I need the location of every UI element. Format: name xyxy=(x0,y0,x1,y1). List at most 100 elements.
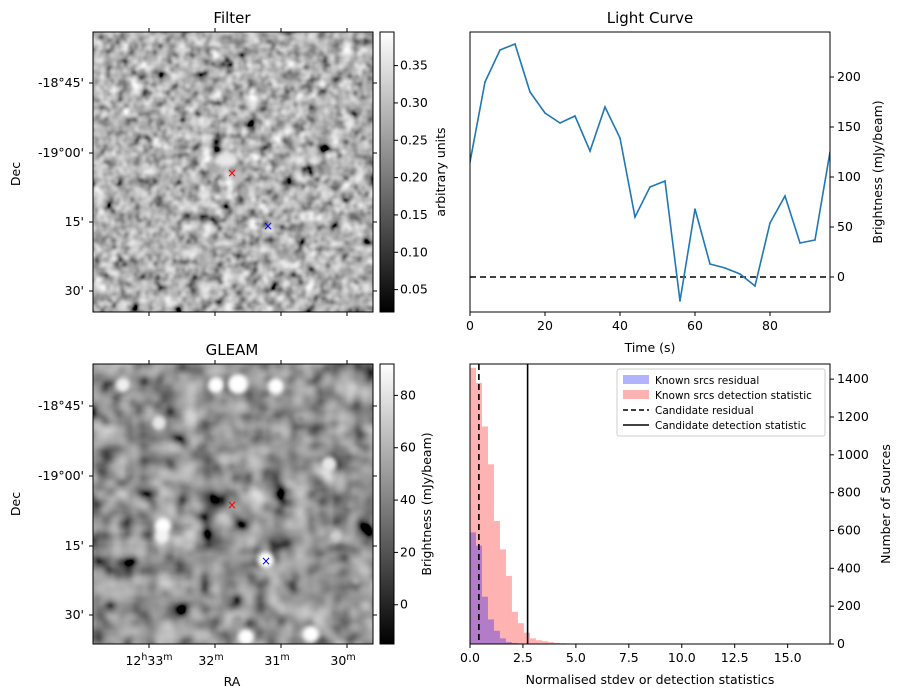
light-curve-point xyxy=(574,115,576,117)
light-curve-point xyxy=(634,216,636,218)
light-curve-point xyxy=(724,267,726,269)
y-tick-label: 400 xyxy=(837,560,861,575)
histogram-bar xyxy=(505,642,512,644)
light-curve-point xyxy=(739,273,741,275)
colorbar-tick-label: 20 xyxy=(400,544,416,559)
known-source-marker: × xyxy=(261,554,271,568)
light-curve-point xyxy=(664,180,666,182)
colorbar-tick-label: 0.25 xyxy=(400,132,428,147)
filter-dec-axis: -18°45' -19°00' 15' 30' Dec xyxy=(8,75,93,298)
histogram-bar xyxy=(547,642,554,644)
light-curve-ylabel: Brightness (mJy/beam) xyxy=(870,100,885,243)
colorbar-tick-label: 0.10 xyxy=(400,244,428,259)
histogram-chart: 0.0 2.5 5.0 7.5 10.0 12.5 15.0 0 200 400 600 800 100… xyxy=(460,363,893,687)
light-curve-point xyxy=(649,186,651,188)
gleam-panel: GLEAM xyxy=(8,341,434,689)
histogram-bar xyxy=(493,521,500,644)
y-tick-label: 200 xyxy=(837,598,861,613)
y-tick-label: 200 xyxy=(837,69,861,84)
y-tick-label: 1000 xyxy=(837,447,869,462)
colorbar-tick-label: 40 xyxy=(400,492,416,507)
filter-panel: Filter × × -18°45' -19°00' 15' 30' Dec xyxy=(8,9,448,316)
y-tick-label: 150 xyxy=(837,119,861,134)
gleam-ra-label: RA xyxy=(224,674,241,689)
gleam-dec-label: Dec xyxy=(8,492,23,516)
dec-tick-label: -19°00' xyxy=(38,468,84,483)
colorbar-tick-label: 0.30 xyxy=(400,95,428,110)
gleam-colorbar: 0 20 40 60 80 Brightness (mJy/beam) xyxy=(379,363,434,645)
candidate-marker: × xyxy=(227,498,237,512)
histogram-bar xyxy=(470,532,476,644)
light-curve-point xyxy=(619,137,621,139)
light-curve-title: Light Curve xyxy=(607,9,693,27)
filter-ra-ticks xyxy=(148,28,377,316)
light-curve-point xyxy=(754,285,756,287)
y-tick-label: 0 xyxy=(837,269,845,284)
filter-colorbar: 0.05 0.10 0.15 0.20 0.25 0.30 0.35 arbitrary u… xyxy=(379,31,448,313)
ra-tick-label: 32m xyxy=(198,652,223,668)
filter-image xyxy=(93,32,373,312)
y-tick-label: 100 xyxy=(837,169,861,184)
colorbar-tick-label: 0.15 xyxy=(400,207,428,222)
colorbar-tick-label: 0.20 xyxy=(400,170,428,185)
light-curve-line xyxy=(470,42,830,302)
x-tick-label: 15.0 xyxy=(774,650,802,665)
gleam-dec-axis: -18°45' -19°00' 15' 30' Dec xyxy=(8,398,93,622)
light-curve-point xyxy=(784,195,786,197)
candidate-marker: × xyxy=(227,166,237,180)
light-curve-point xyxy=(484,81,486,83)
known-source-marker: × xyxy=(263,219,273,233)
light-curve-xlabel: Time (s) xyxy=(624,340,676,355)
colorbar-tick-label: 0.05 xyxy=(400,282,428,297)
histogram-legend: Known srcs residual Known srcs detection… xyxy=(616,368,826,437)
x-tick-label: 12.5 xyxy=(721,650,749,665)
light-curve-point xyxy=(559,122,561,124)
light-curve-point xyxy=(709,263,711,265)
histogram-bar xyxy=(487,464,494,644)
x-tick-label: 0.0 xyxy=(460,650,480,665)
histogram-bar xyxy=(511,611,518,644)
light-curve-chart: Light Curve 0 20 40 60 80 0 50 100 150 200 Time (… xyxy=(466,9,885,355)
light-curve-point xyxy=(799,242,801,244)
histogram-bar xyxy=(470,367,476,644)
dec-tick-label: 30' xyxy=(65,607,84,622)
histogram-bar xyxy=(517,623,524,644)
histogram-bar xyxy=(535,640,542,644)
colorbar-tick-label: 60 xyxy=(400,440,416,455)
ra-tick-label: 31m xyxy=(264,652,289,668)
dec-tick-label: -18°45' xyxy=(38,75,84,90)
colorbar-tick-label: 0.35 xyxy=(400,58,428,73)
y-tick-label: 800 xyxy=(837,485,861,500)
filter-dec-label: Dec xyxy=(8,162,23,186)
gleam-colorbar-label: Brightness (mJy/beam) xyxy=(419,432,434,575)
x-tick-label: 60 xyxy=(687,318,703,333)
y-tick-label: 1200 xyxy=(837,409,869,424)
ra-tick-label: 30m xyxy=(330,652,355,668)
y-tick-label: 600 xyxy=(837,522,861,537)
histogram-bar xyxy=(481,426,488,644)
x-tick-label: 10.0 xyxy=(668,650,696,665)
y-tick-label: 1400 xyxy=(837,371,869,386)
y-tick-label: 0 xyxy=(837,636,845,651)
x-tick-label: 40 xyxy=(612,318,628,333)
histogram-bar xyxy=(475,382,482,644)
histogram-bar xyxy=(553,642,560,644)
dec-tick-label: -19°00' xyxy=(38,145,84,160)
histogram-bar xyxy=(481,596,488,644)
light-curve-point xyxy=(544,112,546,114)
x-tick-label: 80 xyxy=(762,318,778,333)
light-curve-point xyxy=(529,91,531,93)
dec-tick-label: -18°45' xyxy=(38,398,84,413)
x-tick-label: 20 xyxy=(537,318,553,333)
gleam-image xyxy=(93,364,373,644)
ra-tick-label: 12h33m xyxy=(125,652,172,668)
dec-tick-label: 15' xyxy=(65,214,84,229)
light-curve-point xyxy=(769,222,771,224)
light-curve-point xyxy=(694,208,696,210)
colorbar-tick-label: 0 xyxy=(400,597,408,612)
x-tick-label: 2.5 xyxy=(513,650,533,665)
x-tick-label: 0 xyxy=(466,318,474,333)
light-curve-point xyxy=(604,106,606,108)
histogram-xlabel: Normalised stdev or detection statistics xyxy=(526,672,775,687)
